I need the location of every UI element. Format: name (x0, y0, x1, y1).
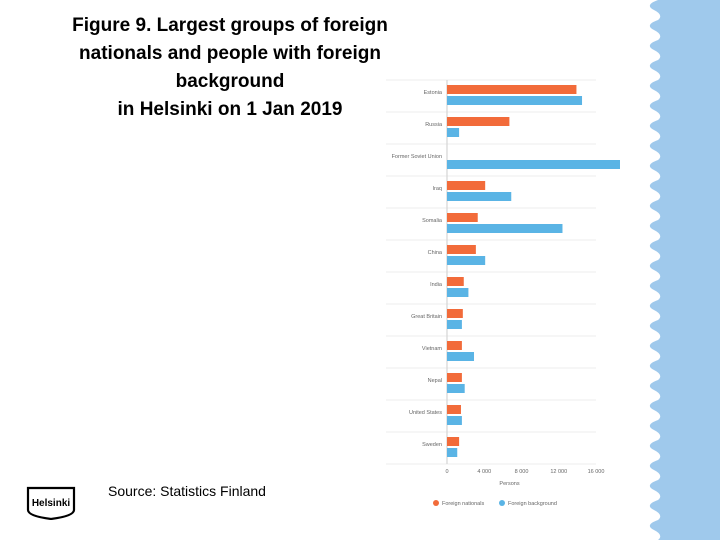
bar (447, 437, 460, 446)
category-label: Nepal (428, 378, 442, 384)
category-label: Former Soviet Union (392, 154, 442, 160)
category-label: United States (409, 410, 442, 416)
scalloped-edge (649, 0, 720, 540)
category-label: Sweden (422, 442, 442, 448)
title-line-3: background (175, 71, 285, 92)
category-label: Great Britain (411, 314, 442, 320)
title-line-1: Figure 9. Largest groups of foreign (72, 15, 388, 36)
legend-marker (499, 500, 505, 506)
bar (447, 224, 563, 233)
title-line-4: in Helsinki on 1 Jan 2019 (117, 99, 343, 120)
logo-text: Helsinki (32, 498, 71, 509)
bar (447, 288, 469, 297)
bar (447, 181, 486, 190)
category-label: Somalia (422, 218, 443, 224)
category-label: Vietnam (422, 346, 442, 352)
bar (447, 309, 463, 318)
x-axis-label: Persons (499, 481, 519, 487)
bar (447, 256, 486, 265)
x-tick-label: 8 000 (515, 469, 529, 475)
source-note: Source: Statistics Finland (108, 483, 266, 499)
bar (447, 405, 461, 414)
category-label: Russia (425, 122, 443, 128)
legend-label: Foreign nationals (442, 501, 484, 507)
bar (447, 85, 577, 94)
bar (447, 448, 458, 457)
bar (447, 373, 462, 382)
x-tick-label: 16 000 (588, 469, 605, 475)
bar (447, 128, 460, 137)
x-tick-label: 12 000 (550, 469, 567, 475)
slide-title: Figure 9. Largest groups of foreign nati… (20, 12, 440, 124)
scalloped-decoration (649, 0, 720, 540)
category-label: Estonia (424, 90, 443, 96)
bar (447, 192, 512, 201)
bar (447, 160, 620, 169)
bar (447, 320, 462, 329)
bar (447, 117, 510, 126)
bar-chart: Estonia Russia Former Soviet Union Iraq Soma… (386, 79, 620, 507)
bar (447, 341, 462, 350)
bar (447, 96, 583, 105)
category-label: India (430, 282, 443, 288)
bar (447, 213, 478, 222)
title-line-2: nationals and people with foreign (79, 43, 381, 64)
helsinki-logo: Helsinki (26, 486, 76, 520)
bar (447, 352, 475, 361)
x-tick-label: 4 000 (477, 469, 491, 475)
bar (447, 384, 465, 393)
bar (447, 245, 476, 254)
bar (447, 416, 462, 425)
legend-label: Foreign background (508, 501, 557, 507)
x-tick-label: 0 (445, 469, 448, 475)
category-label: Iraq (433, 186, 442, 192)
category-label: China (428, 250, 443, 256)
bar (447, 277, 464, 286)
legend-marker (433, 500, 439, 506)
